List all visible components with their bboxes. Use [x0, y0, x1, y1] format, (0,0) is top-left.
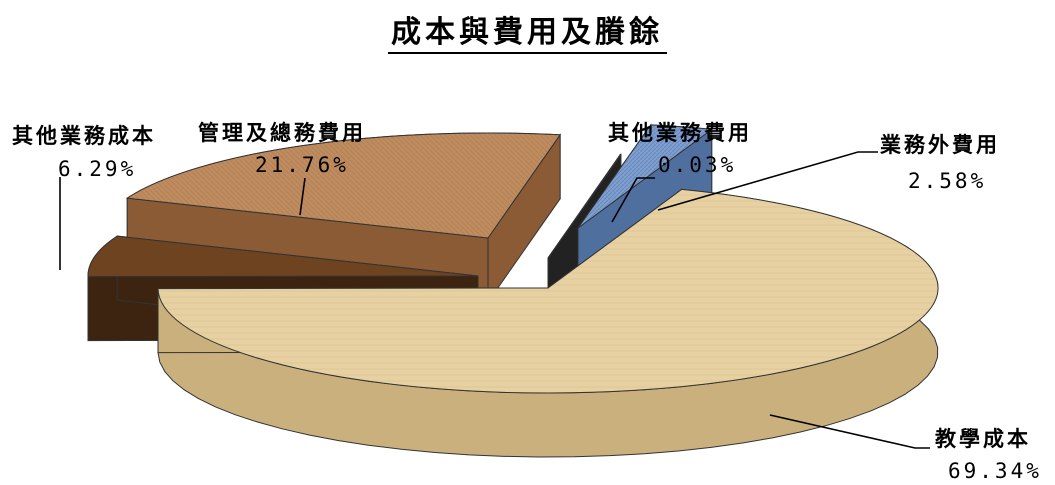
- slice-value-teaching: 69.34%: [948, 459, 1042, 483]
- leader-line-non-op: [657, 151, 878, 211]
- slice-value-non-op: 2.58%: [908, 169, 986, 193]
- slice-value-other-biz-cost: 6.29%: [58, 157, 136, 181]
- chart-title: 成本與費用及賸餘: [391, 15, 663, 50]
- slice-value-other-biz-expense: 0.03%: [658, 153, 736, 177]
- slice-value-mgmt: 21.76%: [255, 153, 349, 177]
- pie-slice-non-op: [577, 123, 714, 294]
- leader-line-other-biz-expense: [611, 177, 655, 223]
- slice-label-other-biz-expense: 其他業務費用: [608, 120, 752, 145]
- slice-label-teaching: 教學成本: [935, 426, 1031, 451]
- slice-label-other-biz-cost: 其他業務成本: [12, 123, 156, 148]
- slice-label-non-op: 業務外費用: [880, 132, 1000, 157]
- leader-line-mgmt: [299, 177, 306, 216]
- pie-slice-teaching-cost: [157, 188, 939, 458]
- slice-label-mgmt: 管理及總務費用: [198, 120, 366, 145]
- leader-line-teaching: [769, 414, 930, 449]
